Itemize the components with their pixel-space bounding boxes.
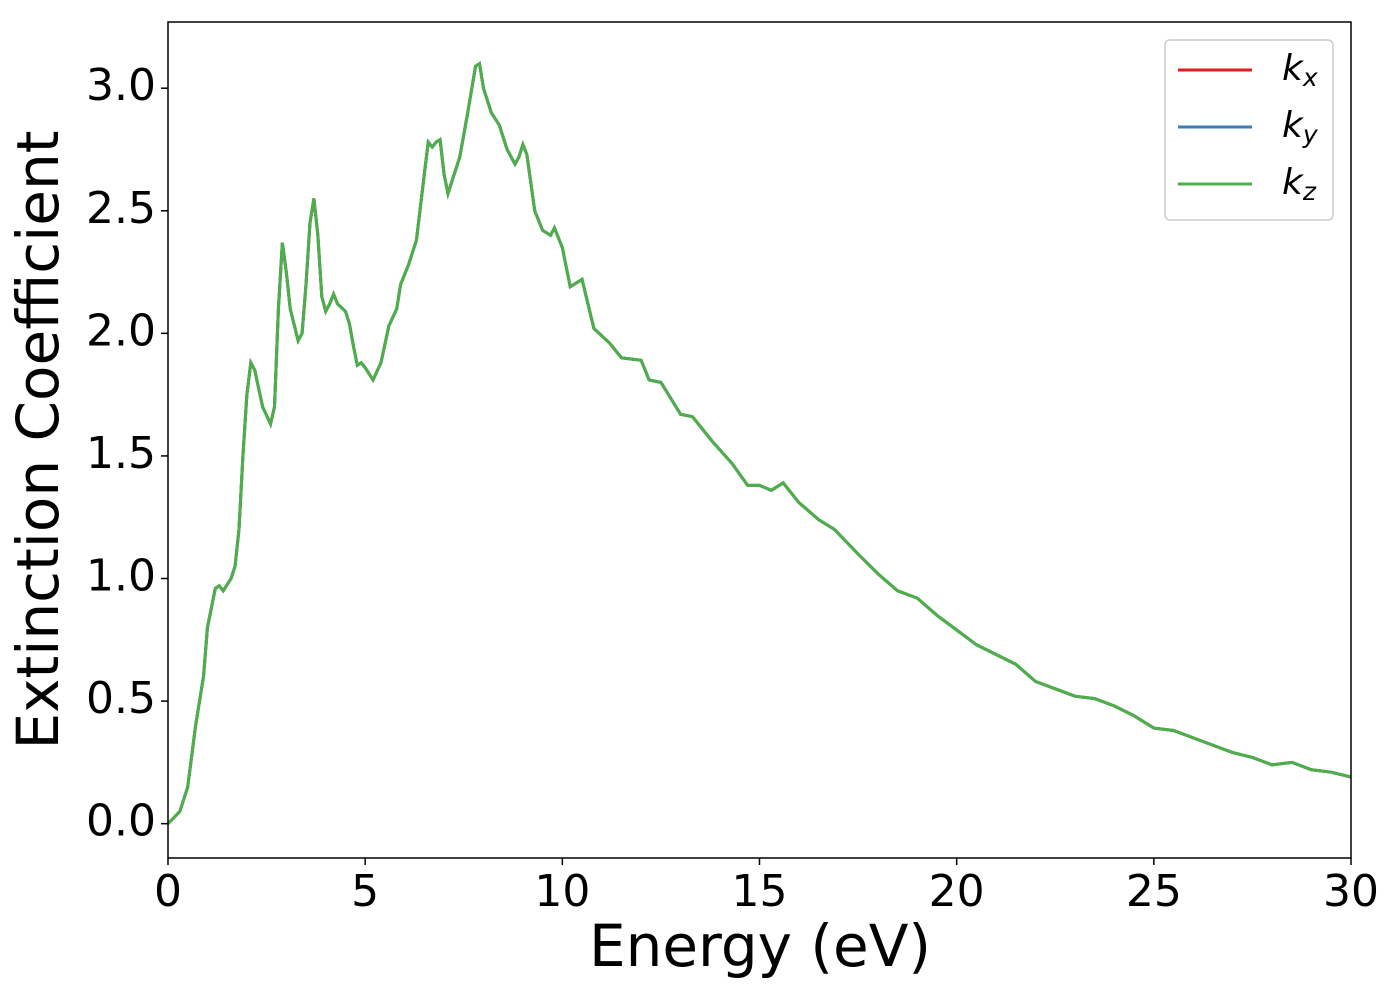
y-axis-label: Extinction Coefficient	[4, 131, 72, 750]
x-tick-label: 0	[154, 866, 182, 917]
legend-box	[1164, 39, 1334, 221]
y-tick-label: 0.5	[86, 673, 156, 724]
x-tick-label: 10	[534, 866, 590, 917]
legend-label: kx	[1282, 48, 1318, 92]
x-tick-label: 5	[351, 866, 379, 917]
x-axis-label: Energy (eV)	[589, 912, 931, 980]
y-tick-label: 0.0	[86, 796, 156, 847]
legend-label: ky	[1282, 105, 1319, 149]
plot-frame	[167, 21, 1352, 859]
y-tick-label: 1.5	[86, 428, 156, 479]
y-tick-label: 2.0	[86, 305, 156, 356]
y-tick-label: 1.0	[86, 551, 156, 602]
legend-label: kz	[1282, 162, 1317, 206]
data-line	[168, 61, 1351, 825]
x-tick-label: 30	[1323, 866, 1379, 917]
y-tick-label: 3.0	[86, 60, 156, 111]
x-tick-label: 20	[929, 866, 985, 917]
y-tick-label: 2.5	[86, 183, 156, 234]
x-tick-label: 15	[732, 866, 788, 917]
x-tick-label: 25	[1126, 866, 1182, 917]
